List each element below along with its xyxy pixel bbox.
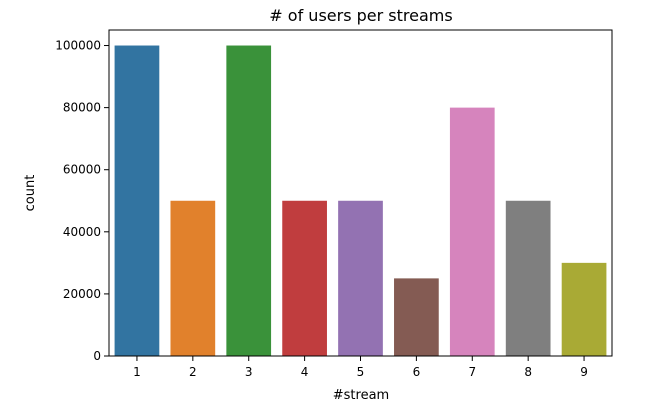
x-tick-label: 4: [301, 365, 309, 379]
x-tick-label: 8: [524, 365, 532, 379]
x-tick-label: 7: [468, 365, 476, 379]
bars: [114, 45, 607, 357]
y-axis-ticks: 0 20000 40000 60000 80000 100000: [55, 39, 109, 363]
x-tick-label: 6: [413, 365, 421, 379]
y-axis-label: count: [23, 175, 38, 212]
bar-stream-7: [449, 107, 495, 356]
bar-stream-2: [170, 200, 216, 356]
bar-stream-3: [226, 45, 272, 357]
x-tick-label: 9: [580, 365, 588, 379]
y-tick-label: 80000: [63, 101, 101, 115]
x-tick-label: 3: [245, 365, 253, 379]
bar-stream-8: [505, 200, 551, 356]
y-tick-label: 60000: [63, 163, 101, 177]
bar-stream-4: [282, 200, 327, 356]
x-axis-ticks: 1 2 3 4 5 6 7 8 9: [133, 356, 588, 379]
chart-title: # of users per streams: [269, 6, 452, 25]
bar-stream-9: [561, 262, 607, 356]
bar-stream-6: [394, 278, 439, 356]
plot-frame: [108, 29, 613, 357]
x-tick-label: 5: [357, 365, 365, 379]
x-axis-label: #stream: [333, 388, 389, 403]
y-tick-label: 100000: [55, 39, 101, 53]
x-tick-label: 2: [189, 365, 197, 379]
bar-stream-5: [338, 200, 383, 356]
bar-stream-1: [114, 45, 160, 357]
y-tick-label: 0: [93, 349, 101, 363]
y-tick-label: 40000: [63, 225, 101, 239]
x-tick-label: 1: [133, 365, 141, 379]
y-tick-label: 20000: [63, 287, 101, 301]
